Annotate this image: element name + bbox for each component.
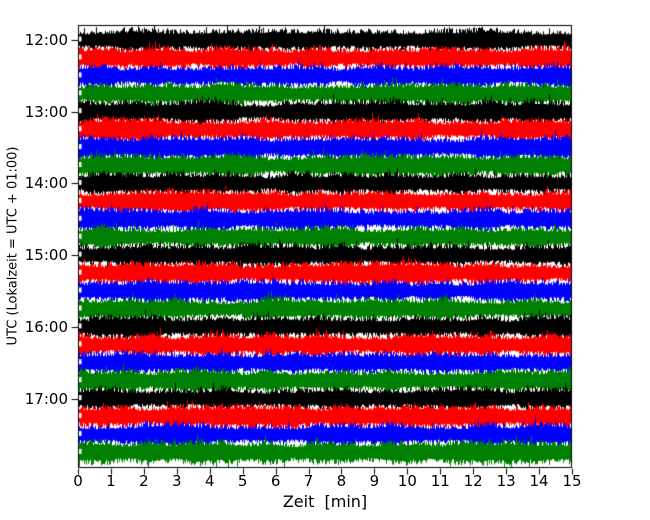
y-tick-label: 14:00 xyxy=(24,174,68,193)
x-tick-label: 12 xyxy=(463,472,483,490)
x-tick-label: 1 xyxy=(106,472,116,490)
x-axis-label: Zeit [min] xyxy=(282,492,368,511)
x-tick-label: 2 xyxy=(139,472,149,490)
x-tick-label: 3 xyxy=(172,472,182,490)
x-tick-label: 13 xyxy=(496,472,516,490)
x-tick-label: 4 xyxy=(204,472,215,490)
y-tick-label: 13:00 xyxy=(24,102,68,121)
x-tick-label: 14 xyxy=(529,472,549,490)
y-tick-label: 16:00 xyxy=(24,317,68,336)
x-tick-label: 0 xyxy=(73,472,83,490)
x-tick-label: 7 xyxy=(303,472,314,490)
x-tick-label: 11 xyxy=(430,472,450,490)
y-tick-label: 12:00 xyxy=(24,31,68,49)
x-tick-label: 8 xyxy=(336,472,347,490)
x-tick-label: 15 xyxy=(562,472,582,490)
y-tick-label: 17:00 xyxy=(24,389,68,408)
y-axis-label: UTC (Lokalzeit = UTC + 01:00) xyxy=(5,146,21,346)
y-tick-label: 15:00 xyxy=(24,246,68,265)
x-tick-label: 6 xyxy=(270,472,281,490)
x-tick-label: 5 xyxy=(237,472,248,490)
x-tick-label: 10 xyxy=(397,472,417,490)
x-tick-label: 9 xyxy=(369,472,380,490)
